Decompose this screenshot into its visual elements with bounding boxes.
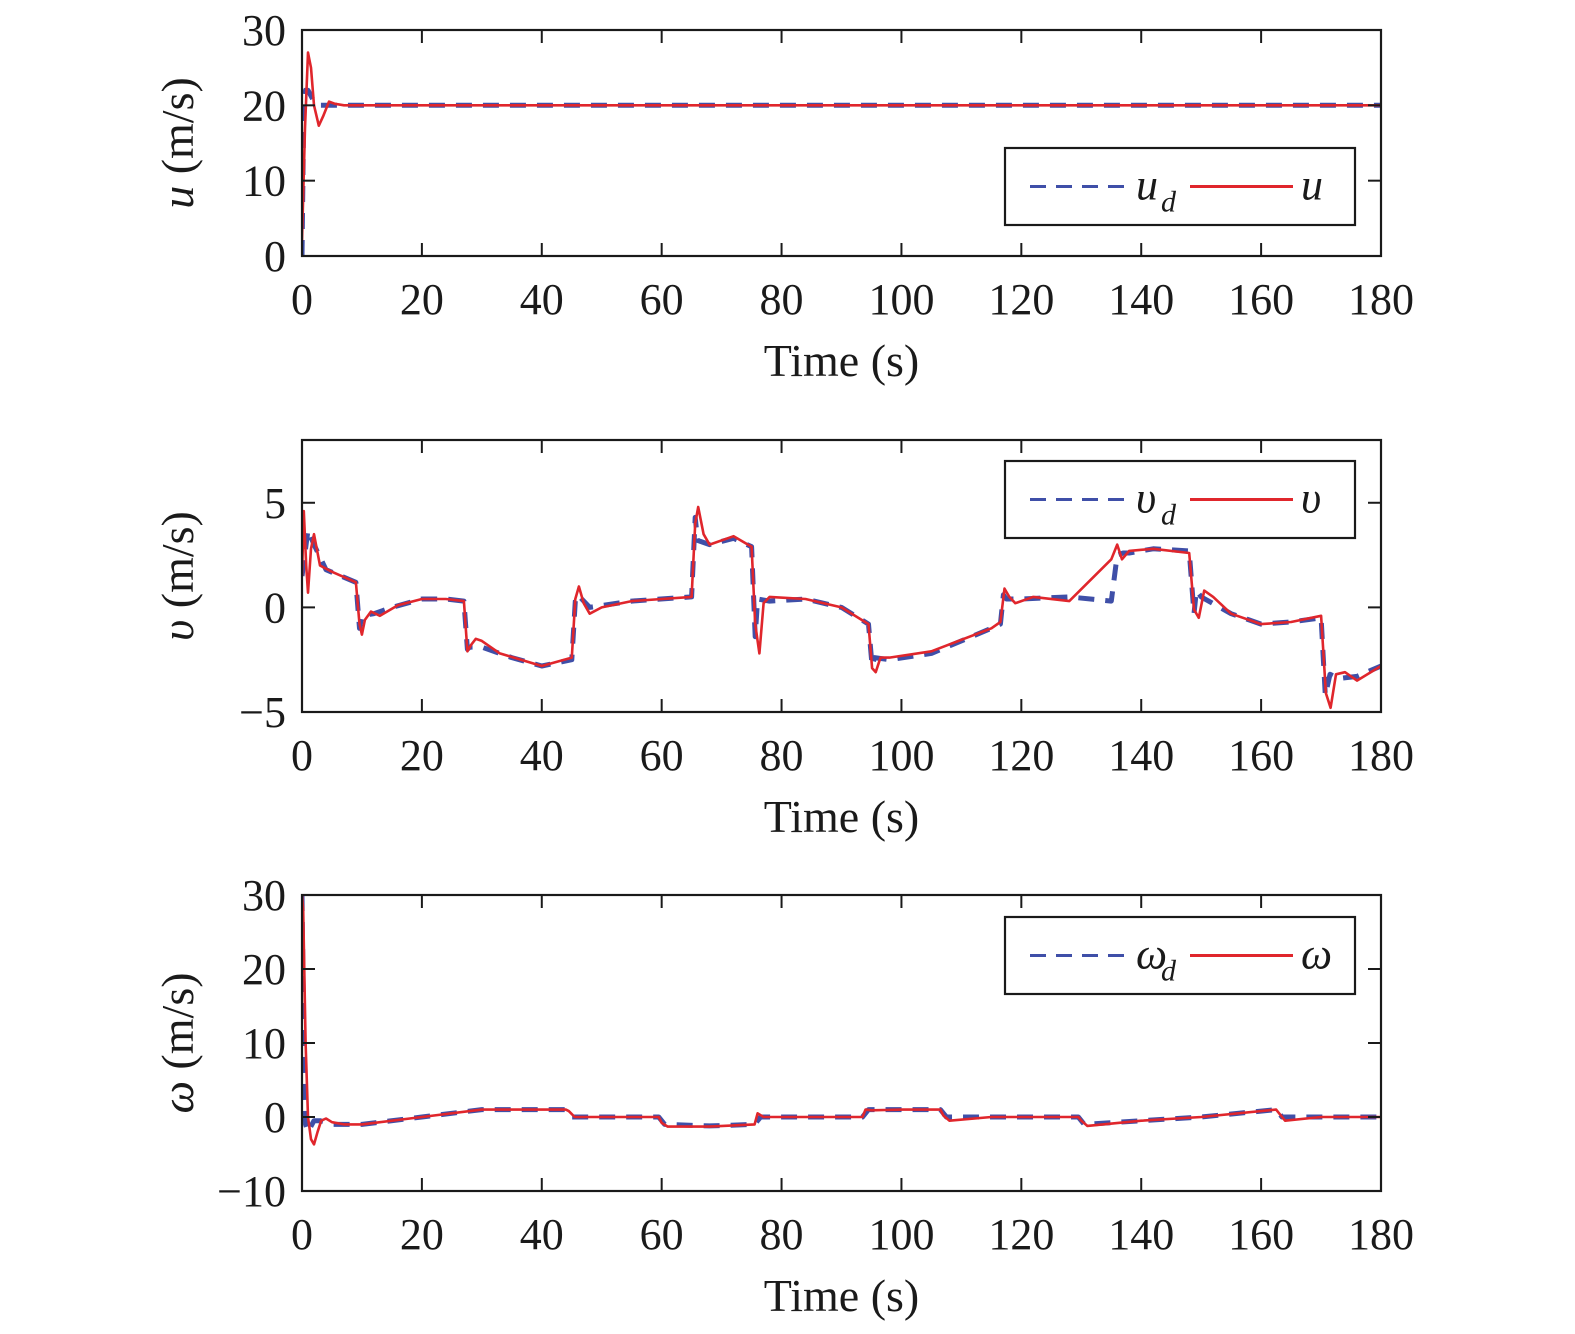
y-tick-label: −5 xyxy=(239,688,286,737)
x-axis-label: Time (s) xyxy=(764,791,920,842)
legend-subscript: d xyxy=(1161,499,1177,532)
x-axis-label: Time (s) xyxy=(764,1270,920,1321)
plot-area xyxy=(302,51,1381,256)
y-tick-label: −10 xyxy=(217,1167,286,1216)
chart-panel-1: 0 20 40 60 80 100 120 140 160 180 0 10 20 30 Time (s) u… xyxy=(152,6,1414,386)
x-tick-label: 0 xyxy=(291,275,313,324)
x-tick-label: 160 xyxy=(1228,275,1294,324)
y-tick-label: 30 xyxy=(242,6,286,55)
y-axis-symbol: u xyxy=(152,186,203,209)
y-tick-label: 10 xyxy=(242,157,286,206)
legend-label-actual: ω xyxy=(1301,930,1332,979)
x-tick-label: 120 xyxy=(988,731,1054,780)
y-axis-label: ω (m/s) xyxy=(152,972,203,1113)
legend-label-desired: υ xyxy=(1136,474,1156,523)
y-axis-label: υ (m/s) xyxy=(152,511,203,641)
legend-label-desired: ω xyxy=(1136,930,1167,979)
y-tick-label: 20 xyxy=(242,81,286,130)
plot-area xyxy=(302,895,1381,1146)
y-axis-symbol: ω xyxy=(152,1081,203,1113)
x-tick-label: 180 xyxy=(1348,1210,1414,1259)
x-tick-label: 100 xyxy=(868,1210,934,1259)
x-tick-label: 140 xyxy=(1108,1210,1174,1259)
x-tick-label: 40 xyxy=(520,1210,564,1259)
y-tick-label: 5 xyxy=(264,479,286,528)
y-axis-unit: (m/s) xyxy=(152,77,203,186)
x-tick-label: 20 xyxy=(400,1210,444,1259)
series-line-u-d xyxy=(302,87,1381,256)
x-tick-label: 140 xyxy=(1108,731,1174,780)
x-tick-label: 140 xyxy=(1108,275,1174,324)
x-tick-label: 20 xyxy=(400,731,444,780)
x-tick-label: 160 xyxy=(1228,731,1294,780)
y-tick-label: 30 xyxy=(242,871,286,920)
y-tick-label: 20 xyxy=(242,945,286,994)
legend-subscript: d xyxy=(1161,186,1177,219)
series-line-omega xyxy=(302,895,1381,1146)
x-tick-label: 120 xyxy=(988,275,1054,324)
x-tick-label: 60 xyxy=(640,1210,684,1259)
x-tick-label: 20 xyxy=(400,275,444,324)
axes-box xyxy=(300,438,1383,714)
x-axis-label: Time (s) xyxy=(764,335,920,386)
x-tick-label: 60 xyxy=(640,275,684,324)
x-tick-label: 80 xyxy=(760,731,804,780)
x-tick-label: 180 xyxy=(1348,275,1414,324)
x-tick-label: 80 xyxy=(760,275,804,324)
x-tick-label: 40 xyxy=(520,731,564,780)
x-tick-label: 80 xyxy=(760,1210,804,1259)
y-tick-label: 0 xyxy=(264,1093,286,1142)
x-tick-label: 40 xyxy=(520,275,564,324)
y-tick-label: 0 xyxy=(264,232,286,281)
y-tick-label: 10 xyxy=(242,1019,286,1068)
x-tick-label: 120 xyxy=(988,1210,1054,1259)
x-tick-label: 100 xyxy=(868,731,934,780)
legend-label-actual: u xyxy=(1301,161,1323,210)
y-axis-label: u (m/s) xyxy=(152,77,203,209)
x-tick-label: 60 xyxy=(640,731,684,780)
y-tick-label: 0 xyxy=(264,583,286,632)
axes-box xyxy=(300,28,1383,258)
y-axis-unit: (m/s) xyxy=(152,972,203,1081)
legend-label-actual: υ xyxy=(1301,474,1321,523)
legend: ωd ω xyxy=(1003,915,1357,996)
x-tick-label: 0 xyxy=(291,1210,313,1259)
x-tick-label: 100 xyxy=(868,275,934,324)
plot-area xyxy=(302,505,1381,710)
legend-subscript: d xyxy=(1161,955,1177,988)
x-tick-label: 0 xyxy=(291,731,313,780)
series-line-v xyxy=(302,505,1381,710)
series-line-u xyxy=(302,51,1381,241)
x-tick-label: 160 xyxy=(1228,1210,1294,1259)
legend-label-desired: u xyxy=(1136,161,1158,210)
y-axis-unit: (m/s) xyxy=(152,511,203,620)
y-axis-symbol: υ xyxy=(152,620,203,641)
x-tick-label: 180 xyxy=(1348,731,1414,780)
